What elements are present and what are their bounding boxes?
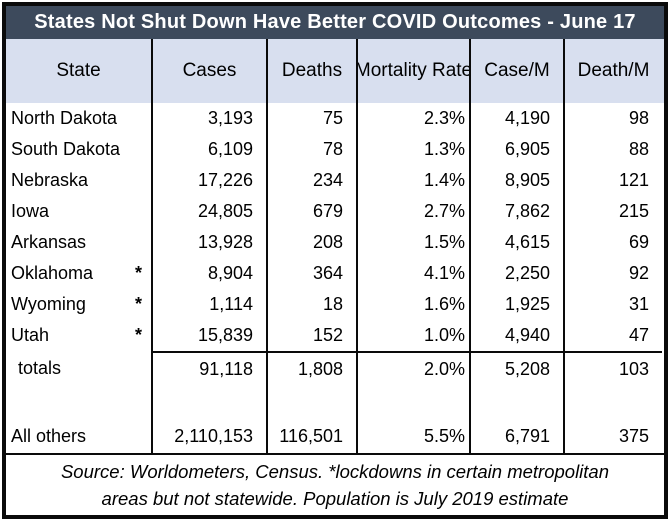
state-cell: North Dakota: [6, 103, 153, 134]
death-per-m-cell: 98: [628, 108, 649, 128]
mortality-rate-cell: 1.6%: [358, 289, 471, 320]
cases-cell: 3,193: [153, 103, 268, 134]
mortality-rate-cell: 1.0%: [358, 320, 471, 351]
table-row-arkansas: Arkansas 13,928 208 1.5% 4,615 69: [6, 227, 664, 258]
state-name: South Dakota: [11, 139, 121, 159]
cases-cell: 24,805: [153, 196, 268, 227]
totals-label: totals: [18, 357, 62, 378]
death-per-m-cell: 88: [628, 139, 649, 159]
cases-cell: 91,118: [153, 351, 268, 385]
table-title: States Not Shut Down Have Better COVID O…: [6, 6, 664, 39]
death-per-m-cell: 31: [628, 294, 649, 314]
mortality-rate-cell: 2.7%: [358, 196, 471, 227]
deaths-cell: 364: [268, 258, 358, 289]
mortality-rate-cell: 2.0%: [358, 351, 471, 385]
case-per-m-cell: 4,190: [471, 103, 565, 134]
case-per-m-cell: 7,862: [471, 196, 565, 227]
column-header-cases: Cases: [153, 39, 268, 103]
table-row-oklahoma: Oklahoma * 8,904 364 4.1% 2,250 92: [6, 258, 664, 289]
state-cell: Arkansas: [6, 227, 153, 258]
deaths-cell: 208: [268, 227, 358, 258]
state-name: Wyoming: [11, 294, 86, 314]
case-per-m-cell: 1,925: [471, 289, 565, 320]
column-header-case-per-m: Case/M: [471, 39, 565, 103]
state-name: Arkansas: [11, 232, 87, 252]
source-note-line1: Source: Worldometers, Census. *lockdowns…: [60, 461, 610, 482]
state-name: Nebraska: [11, 170, 89, 190]
source-note-line2: areas but not statewide. Population is J…: [101, 488, 569, 509]
cases-cell: 17,226: [153, 165, 268, 196]
table-row-all-others: All others 2,110,153 116,501 5.5% 6,791 …: [6, 419, 664, 453]
death-per-m-cell: 103: [565, 351, 662, 385]
deaths-cell: 152: [268, 320, 358, 351]
state-cell: Utah *: [6, 320, 153, 351]
state-name: North Dakota: [11, 108, 118, 128]
column-header-mortality-rate: Mortality Rate: [358, 39, 471, 103]
deaths-cell: 1,808: [268, 351, 358, 385]
case-per-m-cell: 6,791: [471, 419, 565, 453]
cases-cell: 15,839: [153, 320, 268, 351]
lockdown-asterisk: *: [134, 263, 142, 283]
mortality-rate-cell: 4.1%: [358, 258, 471, 289]
table-row-totals: totals 91,118 1,808 2.0% 5,208 103: [6, 351, 664, 385]
column-header-deaths: Deaths: [268, 39, 358, 103]
table-row-iowa: Iowa 24,805 679 2.7% 7,862 215: [6, 196, 664, 227]
death-per-m-cell: 69: [628, 232, 649, 252]
death-per-m-cell: 47: [628, 325, 649, 345]
table-row-wyoming: Wyoming * 1,114 18 1.6% 1,925 31: [6, 289, 664, 320]
deaths-cell: 78: [268, 134, 358, 165]
deaths-cell: 75: [268, 103, 358, 134]
column-header-state: State: [6, 39, 153, 103]
mortality-rate-cell: 1.4%: [358, 165, 471, 196]
state-cell: All others: [6, 419, 153, 453]
mortality-rate-cell: 1.3%: [358, 134, 471, 165]
case-per-m-cell: 2,250: [471, 258, 565, 289]
state-cell: Oklahoma *: [6, 258, 153, 289]
state-cell: Nebraska: [6, 165, 153, 196]
state-cell: Iowa: [6, 196, 153, 227]
source-note: Source: Worldometers, Census. *lockdowns…: [6, 453, 664, 515]
table-row-north-dakota: North Dakota 3,193 75 2.3% 4,190 98: [6, 103, 664, 134]
case-per-m-cell: 8,905: [471, 165, 565, 196]
deaths-cell: 116,501: [268, 419, 358, 453]
lockdown-asterisk: *: [134, 325, 142, 345]
case-per-m-cell: 4,940: [471, 320, 565, 351]
state-name: Iowa: [11, 201, 50, 221]
state-name: Oklahoma: [11, 263, 94, 283]
death-per-m-cell: 375: [618, 425, 649, 446]
cases-cell: 1,114: [153, 289, 268, 320]
column-header-death-per-m: Death/M: [577, 60, 650, 82]
death-per-m-cell: 121: [618, 170, 649, 190]
all-others-label: All others: [11, 425, 87, 446]
cases-cell: 2,110,153: [153, 419, 268, 453]
table-row-spacer: [6, 385, 664, 419]
mortality-rate-cell: 5.5%: [358, 419, 471, 453]
covid-outcomes-table: States Not Shut Down Have Better COVID O…: [2, 2, 668, 519]
table-row-utah: Utah * 15,839 152 1.0% 4,940 47: [6, 320, 664, 351]
case-per-m-cell: 4,615: [471, 227, 565, 258]
table-header-row: State Cases Deaths Mortality Rate Case/M…: [6, 39, 664, 103]
cases-cell: 8,904: [153, 258, 268, 289]
state-name: Utah: [11, 325, 50, 345]
deaths-cell: 234: [268, 165, 358, 196]
lockdown-asterisk: *: [134, 294, 142, 314]
case-per-m-cell: 6,905: [471, 134, 565, 165]
state-cell: totals: [6, 351, 153, 385]
deaths-cell: 679: [268, 196, 358, 227]
case-per-m-cell: 5,208: [471, 351, 565, 385]
deaths-cell: 18: [268, 289, 358, 320]
cases-cell: 6,109: [153, 134, 268, 165]
mortality-rate-cell: 1.5%: [358, 227, 471, 258]
table-row-nebraska: Nebraska 17,226 234 1.4% 8,905 121: [6, 165, 664, 196]
table-row-south-dakota: South Dakota 6,109 78 1.3% 6,905 88: [6, 134, 664, 165]
state-cell: Wyoming *: [6, 289, 153, 320]
death-per-m-cell: 215: [618, 201, 649, 221]
death-per-m-cell: 92: [628, 263, 649, 283]
state-cell: South Dakota: [6, 134, 153, 165]
cases-cell: 13,928: [153, 227, 268, 258]
mortality-rate-cell: 2.3%: [358, 103, 471, 134]
